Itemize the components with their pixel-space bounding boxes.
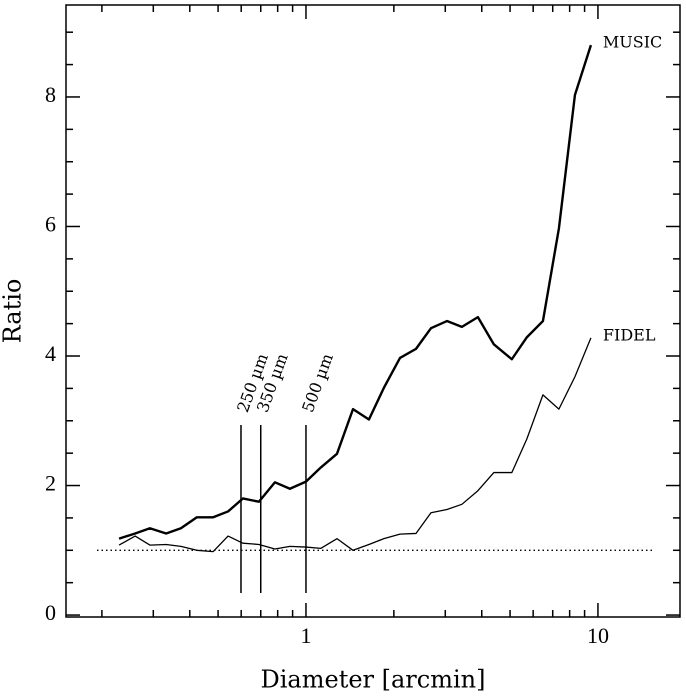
series-line: [118, 44, 593, 540]
y-tick-label: 6: [45, 212, 56, 237]
y-tick-label: 4: [45, 341, 56, 366]
x-tick-label: 1: [300, 623, 311, 648]
series-line: [118, 337, 592, 553]
y-axis-title: Ratio: [0, 279, 27, 344]
y-tick-label: 8: [45, 82, 56, 107]
plot-frame: [65, 4, 681, 618]
series-label: FIDEL: [603, 325, 656, 344]
y-tick-label: 2: [45, 471, 56, 496]
x-tick-label: 10: [587, 623, 609, 648]
x-axis-title: Diameter [arcmin]: [261, 666, 486, 694]
y-tick-label: 0: [45, 600, 56, 625]
series-label: MUSIC: [603, 33, 662, 52]
marker-label: 500 µm: [298, 351, 337, 415]
